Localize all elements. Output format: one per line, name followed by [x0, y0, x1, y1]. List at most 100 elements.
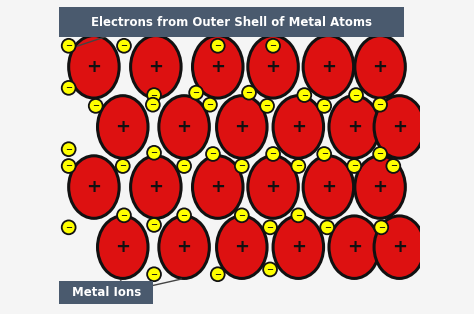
Circle shape	[189, 86, 203, 100]
Circle shape	[146, 98, 160, 111]
Ellipse shape	[355, 35, 405, 98]
Circle shape	[177, 159, 191, 173]
Ellipse shape	[131, 35, 181, 98]
Circle shape	[147, 218, 161, 232]
Text: +: +	[392, 118, 407, 136]
Circle shape	[349, 88, 363, 102]
Text: +: +	[346, 118, 362, 136]
Text: −: −	[151, 270, 157, 279]
Circle shape	[203, 98, 217, 111]
Ellipse shape	[217, 96, 267, 158]
Text: −: −	[264, 101, 271, 111]
Text: −: −	[378, 223, 385, 232]
Text: +: +	[265, 58, 281, 76]
Circle shape	[62, 142, 75, 156]
Text: −: −	[149, 100, 156, 109]
Ellipse shape	[131, 156, 181, 218]
Text: −: −	[65, 161, 72, 171]
Text: +: +	[291, 238, 306, 256]
Text: −: −	[65, 83, 72, 92]
Text: −: −	[376, 149, 383, 159]
Circle shape	[373, 147, 387, 161]
Text: +: +	[321, 58, 336, 76]
Circle shape	[266, 147, 280, 161]
Ellipse shape	[303, 35, 354, 98]
Text: +: +	[234, 238, 249, 256]
Text: +: +	[148, 58, 164, 76]
Circle shape	[62, 159, 75, 173]
Circle shape	[116, 159, 130, 173]
Ellipse shape	[98, 96, 148, 158]
Text: −: −	[321, 101, 328, 111]
Text: −: −	[92, 101, 99, 111]
Circle shape	[147, 267, 161, 281]
Ellipse shape	[374, 96, 425, 158]
Text: −: −	[65, 145, 72, 154]
Text: −: −	[270, 41, 276, 50]
Circle shape	[62, 81, 75, 95]
Ellipse shape	[303, 156, 354, 218]
Text: −: −	[321, 149, 328, 159]
Circle shape	[320, 220, 334, 234]
Ellipse shape	[273, 216, 324, 279]
Text: −: −	[353, 90, 360, 100]
Text: −: −	[210, 149, 217, 159]
Ellipse shape	[329, 216, 380, 279]
Ellipse shape	[159, 216, 210, 279]
Ellipse shape	[355, 156, 405, 218]
Circle shape	[386, 159, 400, 173]
Ellipse shape	[248, 35, 298, 98]
Ellipse shape	[248, 156, 298, 218]
Ellipse shape	[69, 35, 119, 98]
Circle shape	[292, 159, 305, 173]
Text: +: +	[210, 58, 225, 76]
Circle shape	[347, 159, 361, 173]
Circle shape	[374, 220, 388, 234]
Circle shape	[235, 208, 249, 222]
Text: −: −	[192, 88, 200, 97]
Ellipse shape	[329, 96, 380, 158]
Text: −: −	[181, 211, 188, 220]
Circle shape	[147, 88, 161, 102]
Text: −: −	[119, 161, 126, 171]
Text: −: −	[151, 90, 157, 100]
Text: +: +	[177, 118, 191, 136]
Circle shape	[117, 39, 131, 53]
Circle shape	[317, 99, 331, 113]
Circle shape	[260, 99, 274, 113]
Text: +: +	[373, 178, 388, 196]
Text: −: −	[65, 41, 72, 50]
Text: −: −	[151, 220, 157, 230]
Text: −: −	[151, 148, 157, 157]
Text: −: −	[120, 211, 128, 220]
Text: +: +	[210, 178, 225, 196]
Circle shape	[62, 39, 75, 53]
Text: +: +	[115, 238, 130, 256]
Ellipse shape	[192, 156, 243, 218]
Circle shape	[117, 208, 131, 222]
Text: +: +	[86, 178, 101, 196]
Circle shape	[263, 220, 277, 234]
Text: −: −	[270, 149, 276, 159]
Circle shape	[297, 88, 311, 102]
Text: −: −	[266, 223, 273, 232]
Text: +: +	[86, 58, 101, 76]
Text: −: −	[246, 88, 253, 97]
Text: +: +	[148, 178, 164, 196]
Text: −: −	[390, 161, 397, 171]
Circle shape	[147, 146, 161, 160]
Ellipse shape	[192, 35, 243, 98]
FancyBboxPatch shape	[59, 281, 154, 304]
Text: +: +	[392, 238, 407, 256]
Text: +: +	[321, 178, 336, 196]
Circle shape	[292, 208, 305, 222]
Ellipse shape	[374, 216, 425, 279]
Text: +: +	[265, 178, 281, 196]
Text: +: +	[234, 118, 249, 136]
Text: −: −	[324, 223, 331, 232]
FancyBboxPatch shape	[59, 7, 404, 37]
Circle shape	[211, 39, 225, 53]
Text: +: +	[115, 118, 130, 136]
Text: Electrons from Outer Shell of Metal Atoms: Electrons from Outer Shell of Metal Atom…	[91, 16, 372, 29]
Ellipse shape	[159, 96, 210, 158]
